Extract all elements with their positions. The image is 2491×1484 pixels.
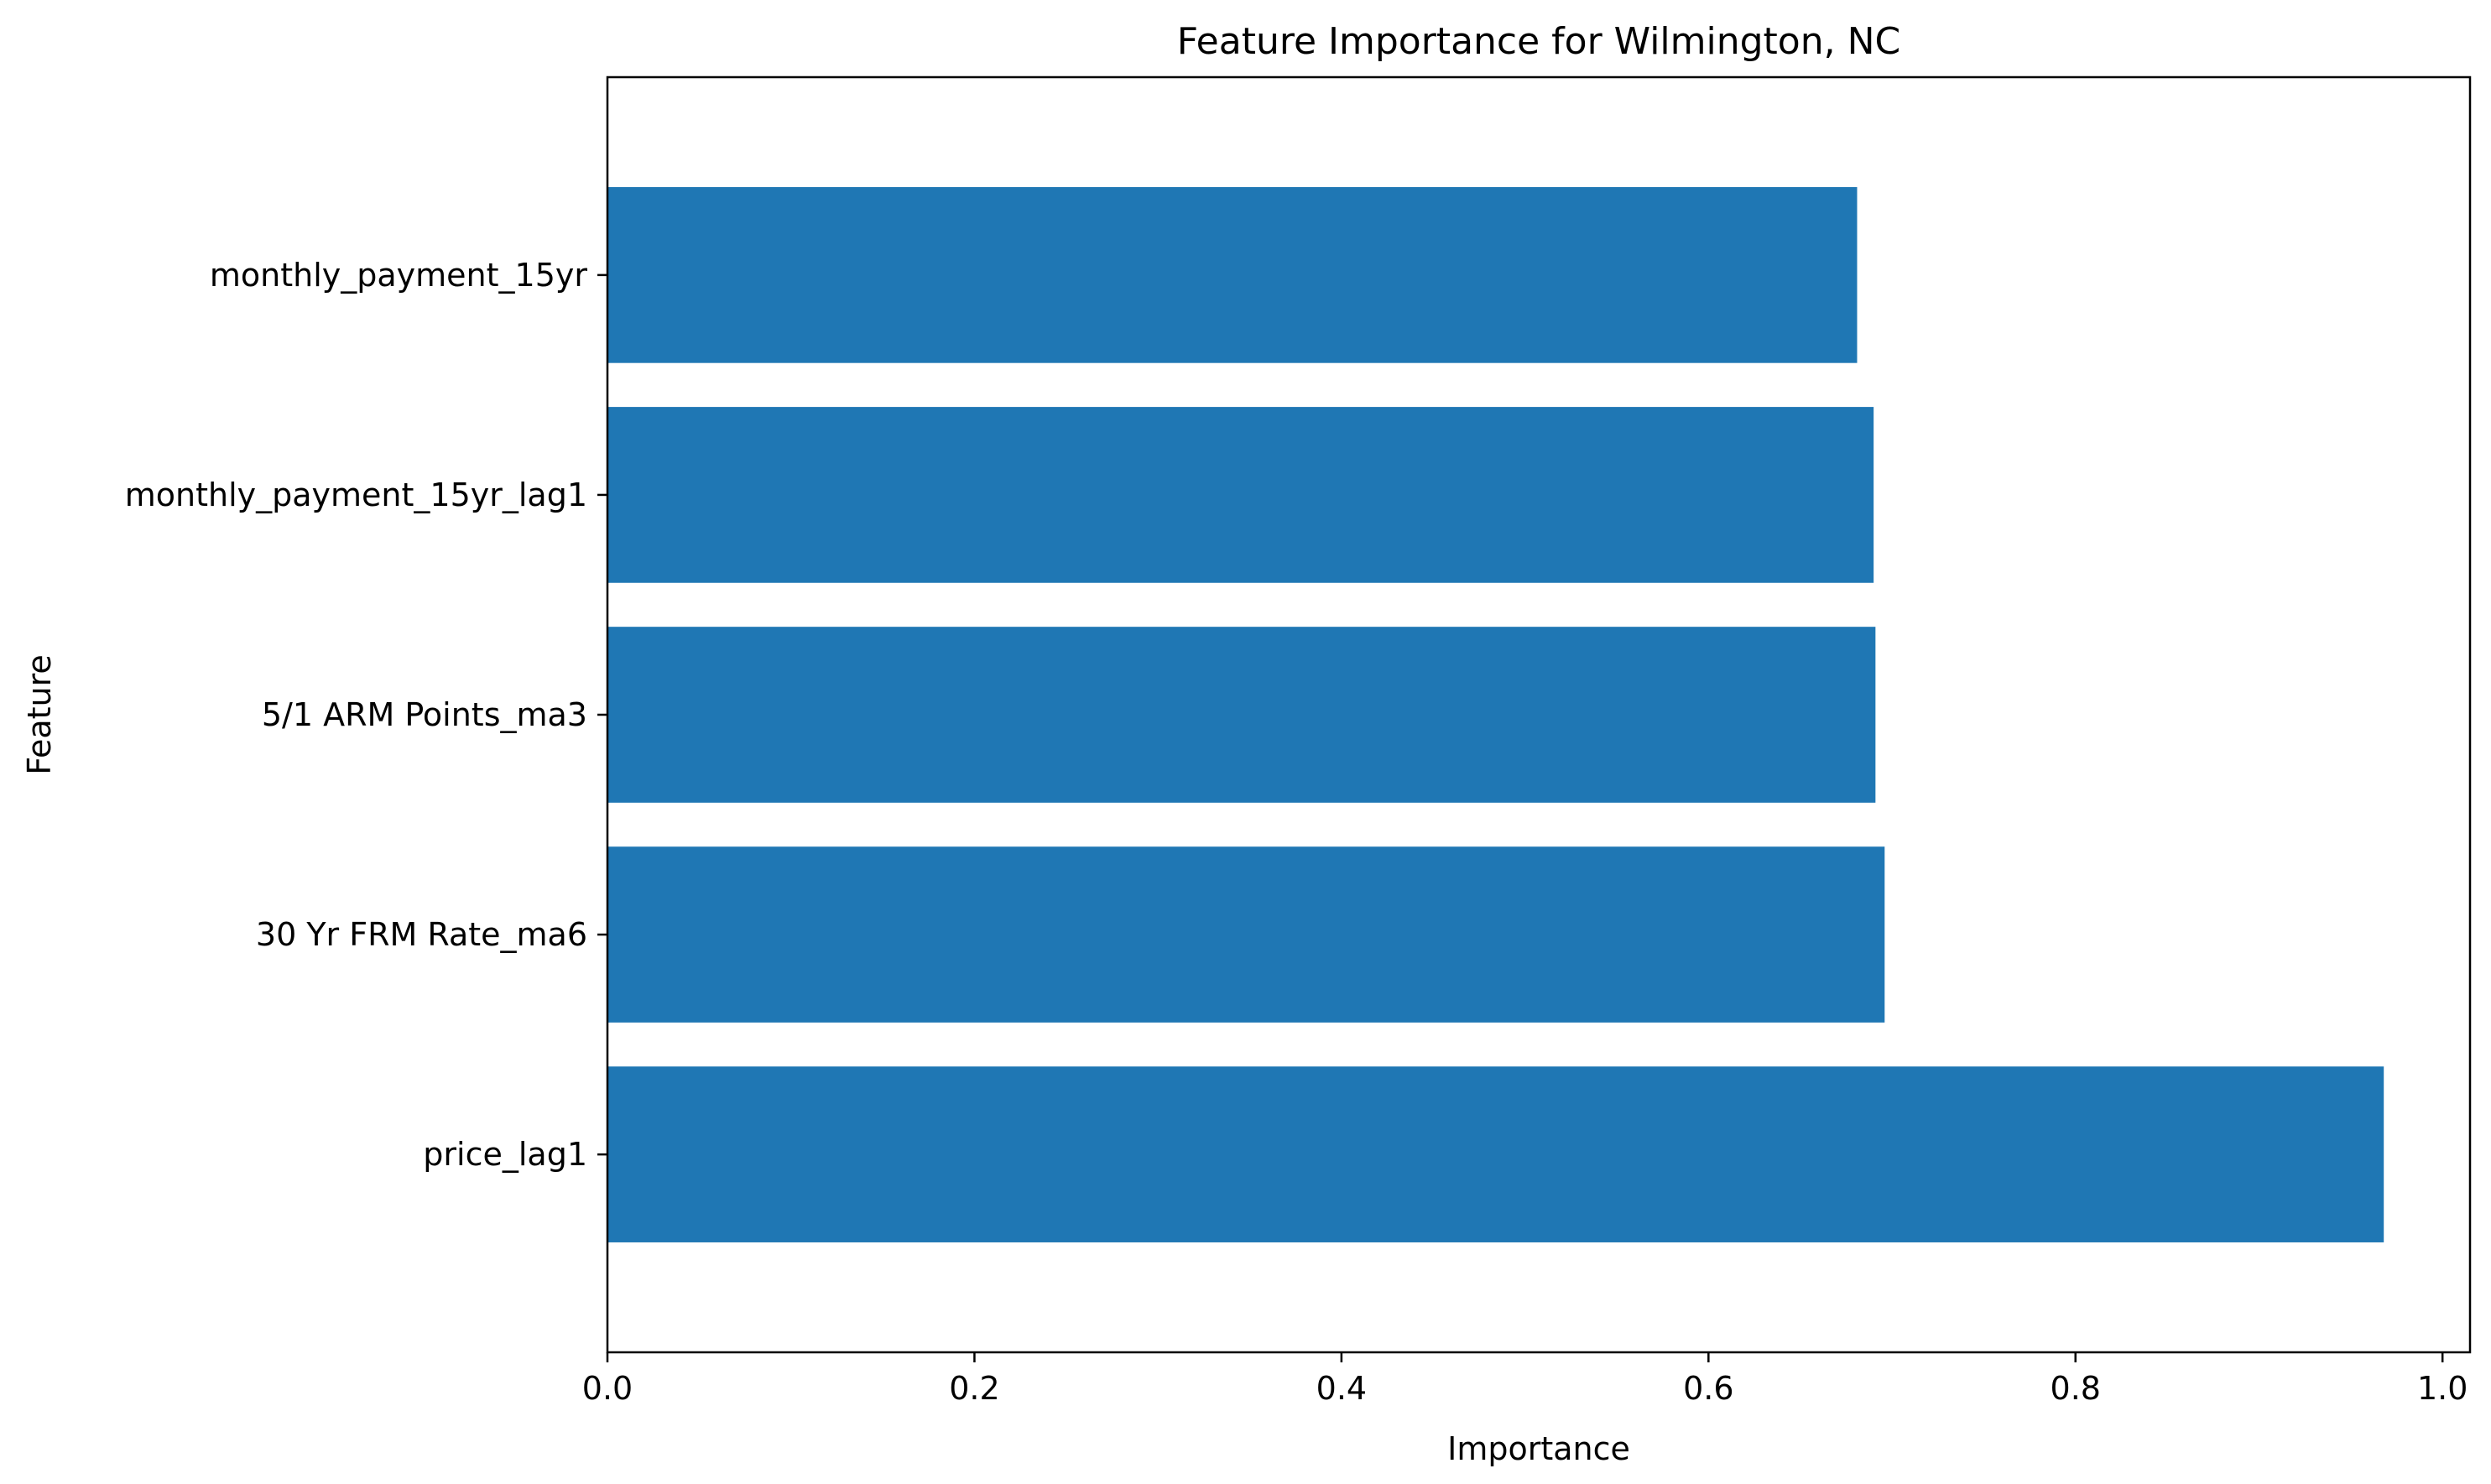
- bar-5-1-arm-points-ma3: [607, 627, 1876, 803]
- x-axis-label: Importance: [1447, 1430, 1630, 1467]
- y-axis-label: Feature: [21, 654, 58, 775]
- x-tick-label: 0.6: [1683, 1370, 1733, 1407]
- x-tick-label: 0.8: [2051, 1370, 2101, 1407]
- y-tick-label: price_lag1: [423, 1136, 587, 1173]
- y-tick-label: 5/1 ARM Points_ma3: [262, 696, 587, 733]
- x-tick-label: 0.2: [949, 1370, 999, 1407]
- bar-price-lag1: [607, 1066, 2384, 1242]
- x-tick-label: 1.0: [2417, 1370, 2468, 1407]
- x-tick-label: 0.0: [582, 1370, 633, 1407]
- ticks-layer: monthly_payment_15yr monthly_payment_15yr…: [125, 257, 2468, 1407]
- bar-monthly-payment-15yr: [607, 187, 1858, 363]
- bars-layer: [607, 187, 2384, 1242]
- y-tick-label: 30 Yr FRM Rate_ma6: [256, 916, 587, 953]
- bar-30-yr-frm-rate-ma6: [607, 846, 1885, 1023]
- y-tick-label: monthly_payment_15yr: [210, 257, 587, 294]
- bar-monthly-payment-15yr-lag1: [607, 407, 1874, 583]
- x-tick-label: 0.4: [1316, 1370, 1367, 1407]
- chart-title: Feature Importance for Wilmington, NC: [1177, 20, 1900, 63]
- plot-frame: [606, 76, 2472, 1354]
- y-tick-label: monthly_payment_15yr_lag1: [125, 476, 587, 513]
